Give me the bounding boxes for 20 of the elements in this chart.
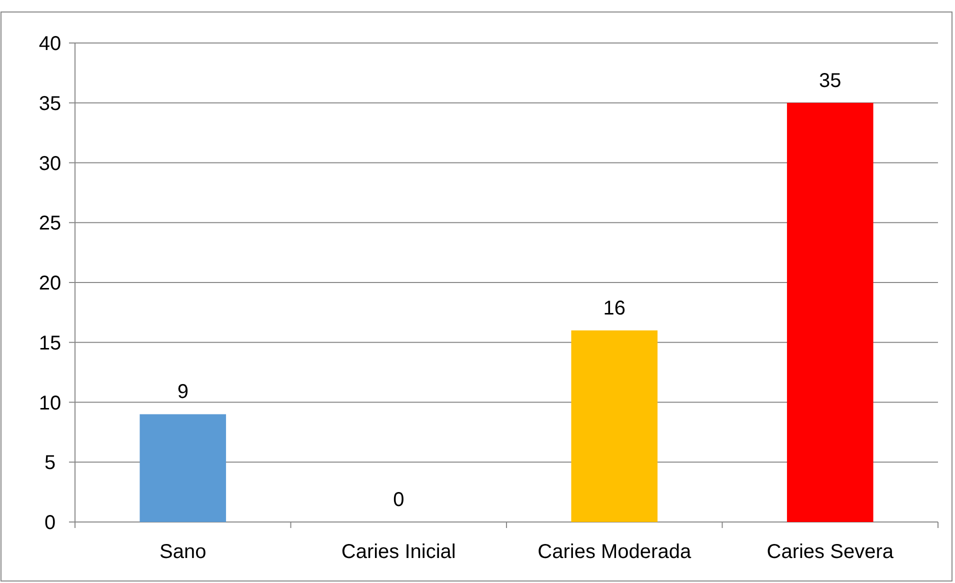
x-tick-label: Sano — [160, 541, 206, 563]
y-tick-label: 35 — [38, 92, 62, 115]
bar — [140, 414, 226, 522]
x-tick-label: Caries Moderada — [538, 541, 692, 563]
bar — [786, 102, 874, 522]
y-tick-label: 20 — [38, 272, 62, 294]
y-tick-label: 15 — [38, 332, 62, 354]
bar — [571, 330, 658, 522]
y-tick-label: 30 — [38, 152, 62, 175]
y-tick-label: 5 — [44, 452, 56, 474]
x-tick-label: Caries Inicial — [341, 541, 456, 563]
y-tick-label: 10 — [38, 392, 62, 414]
data-label: 9 — [177, 381, 188, 404]
data-label: 16 — [603, 297, 626, 320]
y-tick-label: 40 — [38, 33, 62, 55]
data-label: 35 — [819, 70, 842, 92]
x-tick-label: Caries Severa — [766, 541, 894, 563]
y-tick-label: 0 — [44, 512, 56, 534]
y-tick-label: 25 — [38, 212, 62, 235]
data-label: 0 — [393, 489, 404, 511]
